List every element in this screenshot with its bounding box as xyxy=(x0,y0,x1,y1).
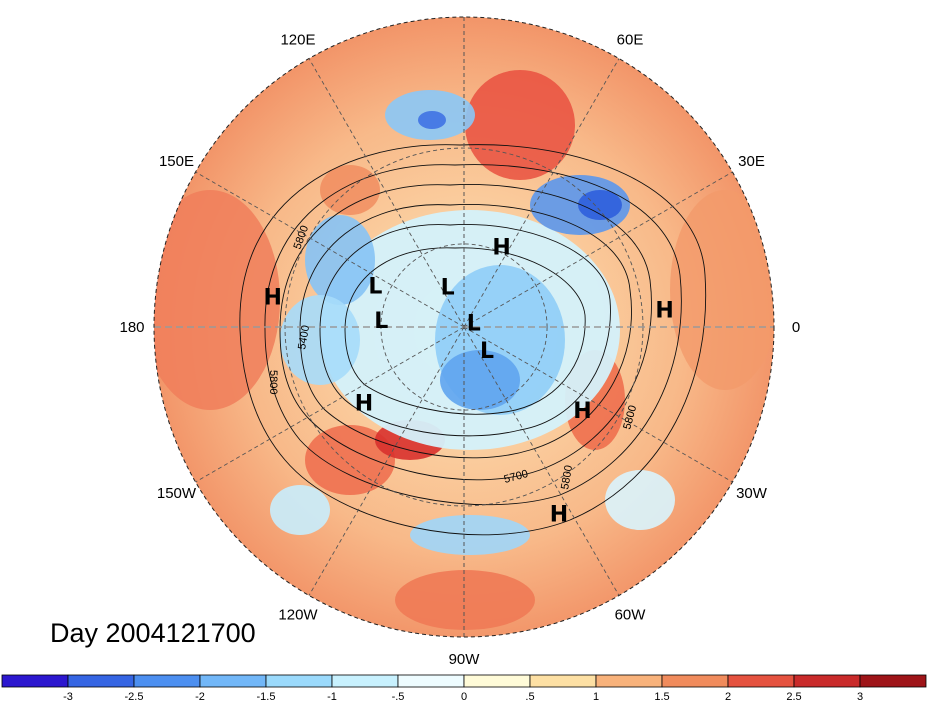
colorbar-tick-label: -2.5 xyxy=(125,691,144,702)
meridian-line xyxy=(463,326,733,483)
colorbar-tick-label: -.5 xyxy=(392,691,405,702)
colorbar-tick-label: -3 xyxy=(63,691,73,702)
colorbar-swatch xyxy=(661,674,729,688)
colorbar-tick-label: -1 xyxy=(327,691,337,702)
low-pressure-marker: L xyxy=(480,339,494,364)
high-pressure-marker: H xyxy=(655,298,673,323)
longitude-label: 150W xyxy=(157,485,197,502)
colorbar-tick-label: 2 xyxy=(725,691,731,702)
colorbar-swatch xyxy=(727,674,795,688)
colorbar-tick-label: 1.5 xyxy=(654,691,669,702)
meridian-line xyxy=(463,171,733,328)
longitude-labels: 90E 60E 30E 0 30W 60W 90W 120W 150W 180 150E 120E xyxy=(119,0,800,668)
colorbar-swatch xyxy=(397,674,465,688)
colorbar-swatch xyxy=(529,674,597,688)
colorbar-swatch xyxy=(265,674,333,688)
low-pressure-marker: L xyxy=(374,309,388,334)
longitude-label: 90E xyxy=(451,0,478,4)
colorbar-tick-label: -2 xyxy=(195,691,205,702)
colorbar-swatch xyxy=(133,674,201,688)
high-pressure-marker: H xyxy=(492,235,510,260)
colorbar-swatch xyxy=(1,674,69,688)
meridian-line xyxy=(463,326,620,596)
high-pressure-marker: H xyxy=(573,399,591,424)
high-pressure-marker: H xyxy=(550,502,568,527)
colorbar-swatch xyxy=(595,674,663,688)
map-border xyxy=(153,16,775,638)
high-pressure-marker: H xyxy=(263,286,281,311)
low-pressure-marker: L xyxy=(368,275,382,300)
meridian-line xyxy=(308,326,465,596)
longitude-label: 180 xyxy=(119,319,144,336)
anomaly-field xyxy=(154,17,774,637)
longitude-label: 60E xyxy=(617,31,644,48)
high-pressure-marker: H xyxy=(355,391,373,416)
colorbar-swatch xyxy=(793,674,861,688)
colorbar-swatch xyxy=(199,674,267,688)
longitude-label: 90W xyxy=(449,651,481,668)
meridian-line xyxy=(195,326,465,483)
colorbar-tick-label: 0 xyxy=(461,691,467,702)
contour-label: 5800 xyxy=(559,464,575,490)
colorbar-tick-label: -1.5 xyxy=(257,691,276,702)
longitude-label: 150E xyxy=(159,153,194,170)
colorbar-tick-label: 2.5 xyxy=(786,691,801,702)
colorbar-swatch xyxy=(67,674,135,688)
colorbar-swatch xyxy=(859,674,927,688)
height-contours xyxy=(239,144,707,536)
contour-label: 5400 xyxy=(296,324,312,350)
colorbar-swatch xyxy=(463,674,531,688)
meridian-line xyxy=(463,58,620,328)
longitude-label: 60W xyxy=(615,607,647,624)
longitude-label: 120E xyxy=(280,31,315,48)
meridian-line xyxy=(195,171,465,328)
meridian-line xyxy=(308,58,465,328)
longitude-label: 0 xyxy=(792,319,800,336)
low-pressure-marker: L xyxy=(441,276,455,301)
contour-label: 5800 xyxy=(267,370,279,394)
day-label: Day 2004121700 xyxy=(50,618,256,648)
colorbar-tick-label: 1 xyxy=(593,691,599,702)
longitude-label: 120W xyxy=(278,607,318,624)
low-pressure-marker: L xyxy=(467,311,481,336)
colorbar-tick-label: .5 xyxy=(525,691,534,702)
colorbar: -3 -2.5 -2 -1.5 -1 -.5 0 .5 1 1.5 2 2.5 3 xyxy=(1,674,927,702)
longitude-label: 30E xyxy=(738,153,765,170)
longitude-label: 30W xyxy=(736,485,768,502)
colorbar-swatch xyxy=(331,674,399,688)
colorbar-tick-label: 3 xyxy=(857,691,863,702)
